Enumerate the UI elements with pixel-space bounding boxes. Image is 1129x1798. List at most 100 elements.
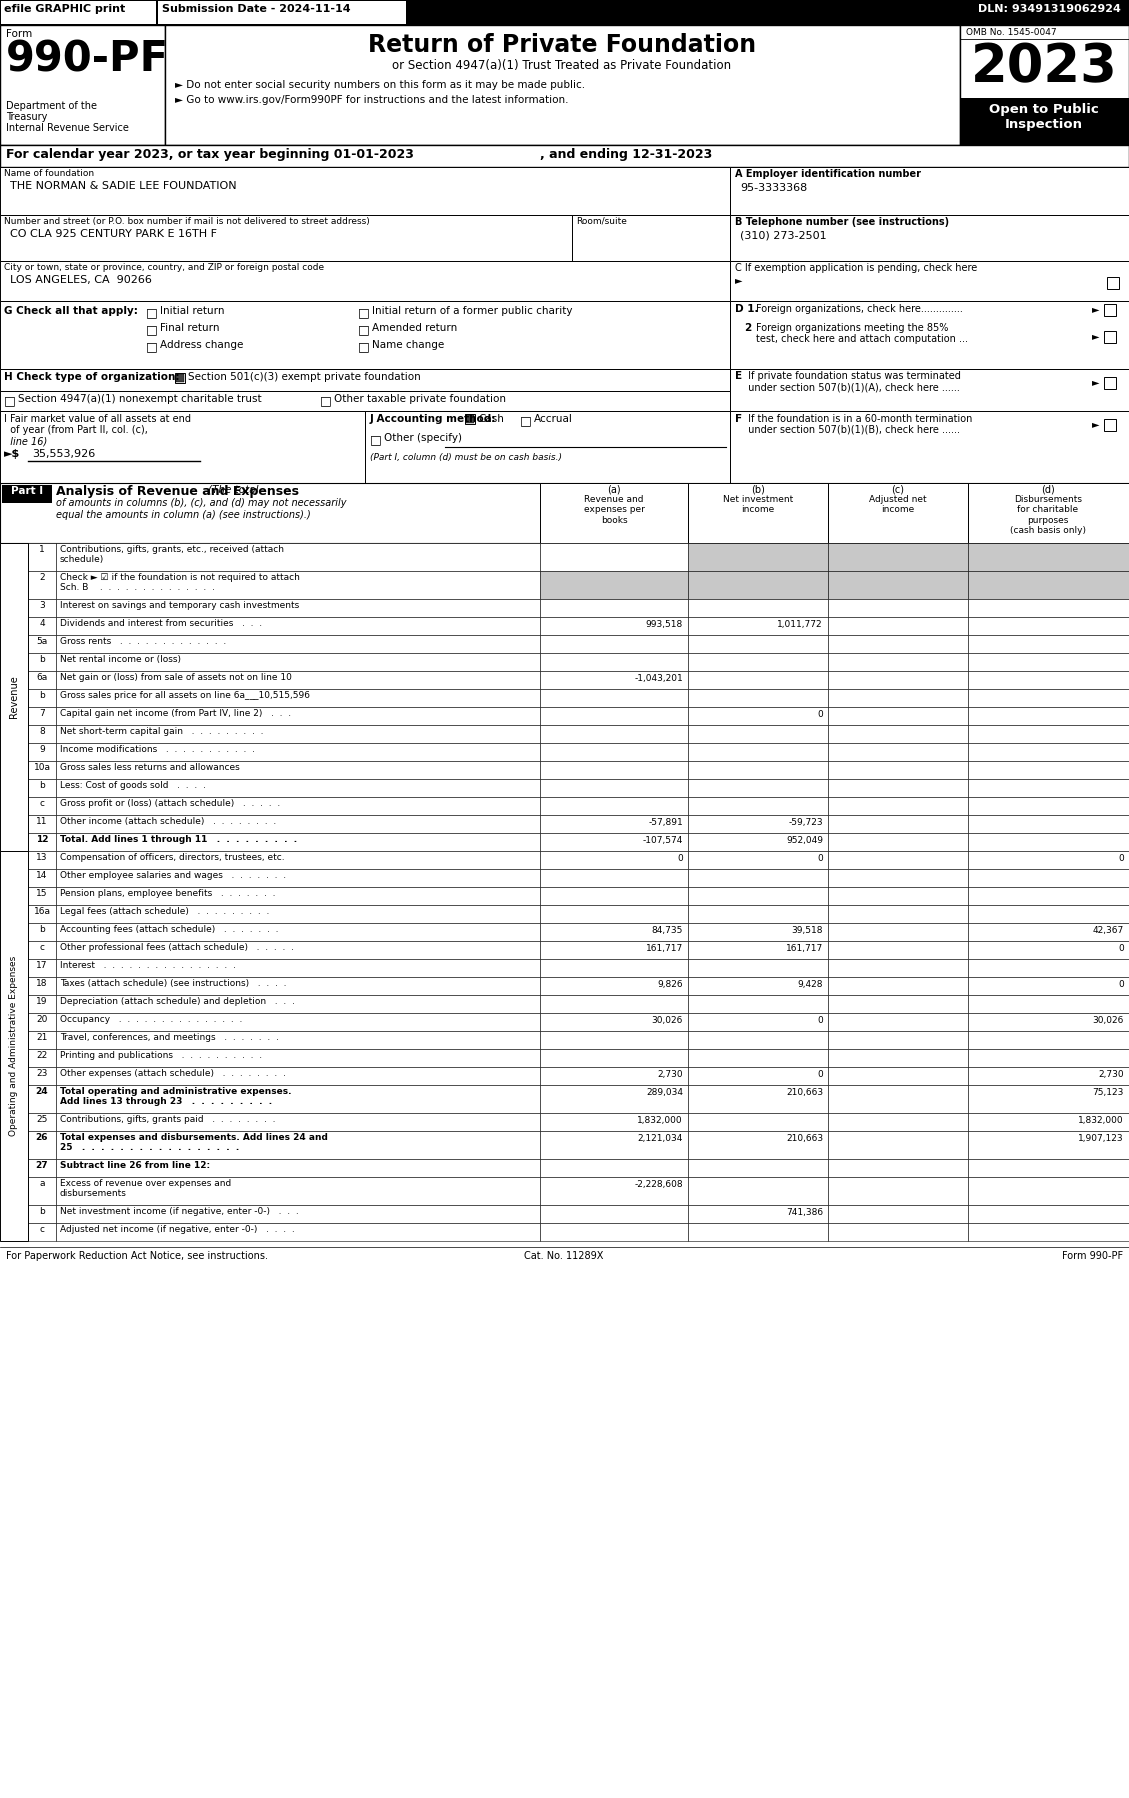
Bar — [56, 707, 540, 725]
Text: 22: 22 — [36, 1052, 47, 1061]
Text: Address change: Address change — [160, 340, 244, 351]
Text: Accounting fees (attach schedule)   .  .  .  .  .  .  .: Accounting fees (attach schedule) . . . … — [60, 924, 279, 933]
Text: DLN: 93491319062924: DLN: 93491319062924 — [978, 4, 1121, 14]
Bar — [28, 1084, 56, 1113]
Bar — [688, 832, 828, 850]
Bar — [828, 671, 968, 689]
Bar — [968, 1030, 1129, 1048]
Text: Department of the: Department of the — [6, 101, 97, 111]
Text: Part I: Part I — [11, 485, 43, 496]
Text: Analysis of Revenue and Expenses: Analysis of Revenue and Expenses — [56, 485, 299, 498]
Text: 9,428: 9,428 — [797, 980, 823, 989]
Text: under section 507(b)(1)(B), check here ......: under section 507(b)(1)(B), check here .… — [745, 424, 960, 435]
Text: 9: 9 — [40, 744, 45, 753]
Text: Form: Form — [6, 29, 33, 40]
Bar — [968, 832, 1129, 850]
Bar — [828, 994, 968, 1012]
Bar — [0, 0, 1129, 25]
Text: 14: 14 — [36, 870, 47, 879]
Text: 17: 17 — [36, 960, 47, 969]
Bar — [0, 167, 730, 216]
Bar — [165, 25, 960, 146]
Bar — [688, 761, 828, 779]
Text: □: □ — [520, 414, 532, 426]
Text: Travel, conferences, and meetings   .  .  .  .  .  .  .: Travel, conferences, and meetings . . . … — [60, 1034, 279, 1043]
Text: 0: 0 — [1118, 944, 1124, 953]
Text: 20: 20 — [36, 1016, 47, 1025]
Text: 39,518: 39,518 — [791, 926, 823, 935]
Bar — [56, 1131, 540, 1160]
Text: Net gain or (loss) from sale of assets not on line 10: Net gain or (loss) from sale of assets n… — [60, 672, 292, 681]
Bar — [688, 1048, 828, 1066]
Text: Gross sales price for all assets on line 6a___10,515,596: Gross sales price for all assets on line… — [60, 690, 310, 699]
Bar — [56, 976, 540, 994]
Bar — [688, 707, 828, 725]
Bar — [960, 25, 1129, 146]
Bar — [968, 868, 1129, 886]
Bar — [968, 743, 1129, 761]
Bar — [828, 1131, 968, 1160]
Text: Net investment income (if negative, enter -0-)   .  .  .: Net investment income (if negative, ente… — [60, 1206, 299, 1215]
Text: ►: ► — [735, 275, 743, 286]
Bar — [28, 814, 56, 832]
Bar — [540, 958, 688, 976]
Text: 2,121,034: 2,121,034 — [638, 1135, 683, 1144]
Text: 84,735: 84,735 — [651, 926, 683, 935]
Text: Foreign organizations meeting the 85%: Foreign organizations meeting the 85% — [756, 324, 948, 333]
Text: 27: 27 — [36, 1162, 49, 1170]
Text: 0: 0 — [1118, 854, 1124, 863]
Text: Total operating and administrative expenses.
Add lines 13 through 23   .  .  .  : Total operating and administrative expen… — [60, 1088, 291, 1106]
Text: 24: 24 — [36, 1088, 49, 1097]
Bar — [688, 617, 828, 635]
Bar — [540, 572, 688, 599]
Bar — [968, 994, 1129, 1012]
Text: 6a: 6a — [36, 672, 47, 681]
Text: 3: 3 — [40, 601, 45, 610]
Text: Net rental income or (loss): Net rental income or (loss) — [60, 654, 181, 663]
Bar — [176, 374, 184, 381]
Text: Occupancy   .  .  .  .  .  .  .  .  .  .  .  .  .  .  .: Occupancy . . . . . . . . . . . . . . . — [60, 1016, 243, 1025]
Bar — [28, 635, 56, 653]
Bar — [28, 617, 56, 635]
Text: Other employee salaries and wages   .  .  .  .  .  .  .: Other employee salaries and wages . . . … — [60, 870, 286, 879]
Bar — [56, 1178, 540, 1205]
Text: or Section 4947(a)(1) Trust Treated as Private Foundation: or Section 4947(a)(1) Trust Treated as P… — [393, 59, 732, 72]
Bar — [0, 261, 730, 300]
Text: C If exemption application is pending, check here: C If exemption application is pending, c… — [735, 263, 978, 273]
Text: 2: 2 — [744, 324, 751, 333]
Bar — [56, 850, 540, 868]
Text: E: E — [735, 370, 742, 381]
Text: 2,730: 2,730 — [657, 1070, 683, 1079]
Bar — [158, 2, 406, 23]
Bar — [1104, 331, 1115, 343]
Text: Operating and Administrative Expenses: Operating and Administrative Expenses — [9, 957, 18, 1136]
Text: Other taxable private foundation: Other taxable private foundation — [334, 394, 506, 405]
Text: 4: 4 — [40, 619, 45, 628]
Bar — [968, 689, 1129, 707]
Text: Taxes (attach schedule) (see instructions)   .  .  .  .: Taxes (attach schedule) (see instruction… — [60, 978, 287, 987]
Bar — [688, 904, 828, 922]
Text: Initial return: Initial return — [160, 306, 225, 316]
Text: (b): (b) — [751, 485, 765, 494]
Bar — [28, 886, 56, 904]
Bar — [28, 1113, 56, 1131]
Text: Interest on savings and temporary cash investments: Interest on savings and temporary cash i… — [60, 601, 299, 610]
Bar — [0, 390, 730, 412]
Bar — [175, 372, 185, 383]
Text: (a): (a) — [607, 485, 621, 494]
Bar — [540, 779, 688, 797]
Bar — [828, 617, 968, 635]
Text: 1,832,000: 1,832,000 — [1078, 1117, 1124, 1126]
Bar — [688, 1030, 828, 1048]
Text: -59,723: -59,723 — [788, 818, 823, 827]
Text: 0: 0 — [817, 710, 823, 719]
Text: For Paperwork Reduction Act Notice, see instructions.: For Paperwork Reduction Act Notice, see … — [6, 1251, 268, 1260]
Bar — [56, 886, 540, 904]
Bar — [540, 886, 688, 904]
Text: Final return: Final return — [160, 324, 219, 333]
Bar — [968, 599, 1129, 617]
Bar — [56, 1113, 540, 1131]
Bar — [688, 886, 828, 904]
Bar — [28, 904, 56, 922]
Bar — [828, 886, 968, 904]
